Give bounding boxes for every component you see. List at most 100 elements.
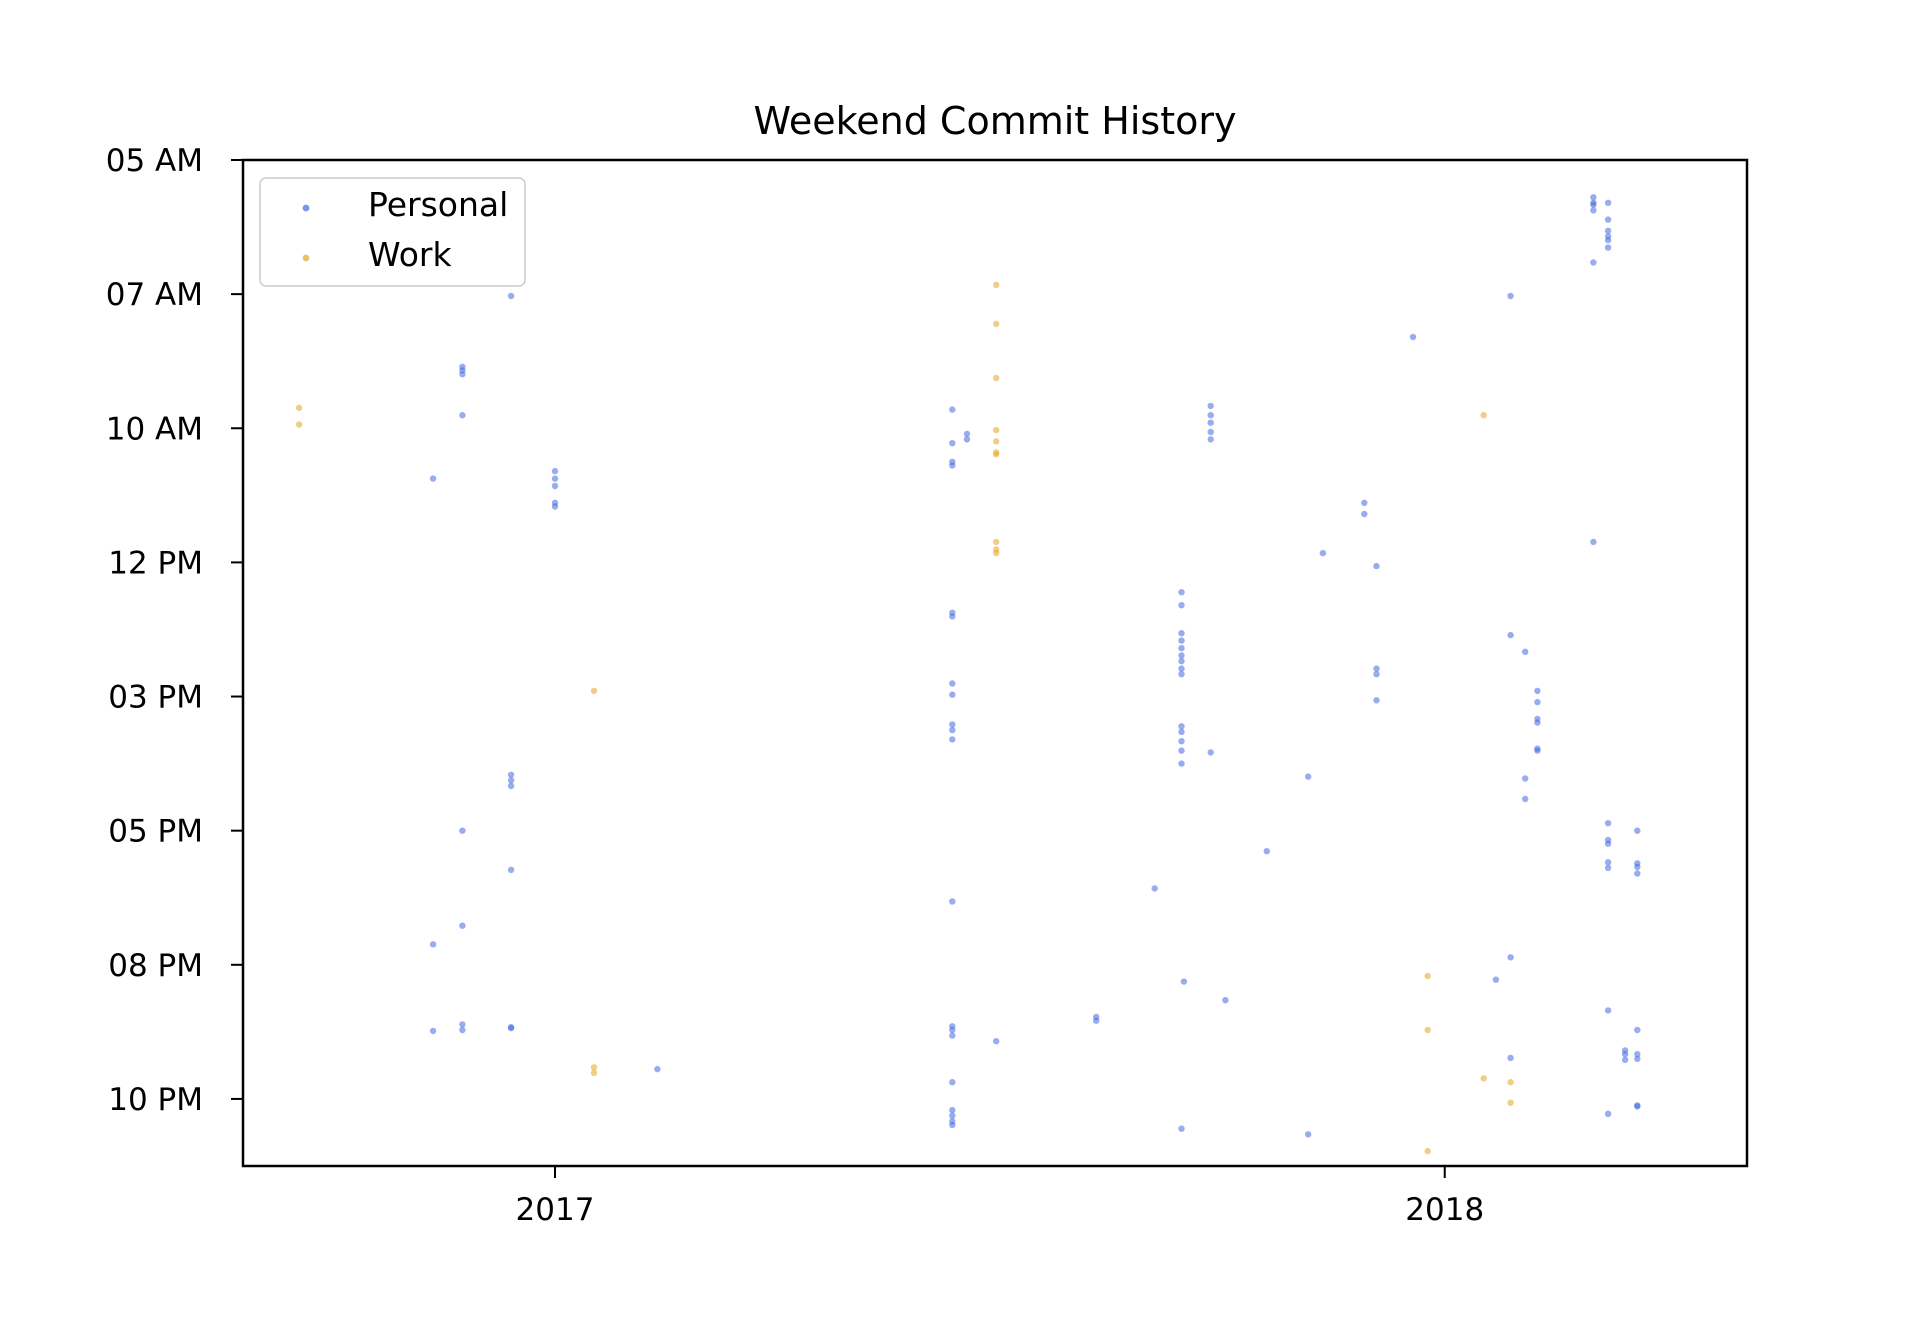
- point-work-18: [1480, 412, 1487, 419]
- point-personal-92: [1534, 687, 1541, 695]
- point-personal-115: [1604, 1007, 1612, 1014]
- point-personal-67: [1207, 412, 1214, 419]
- point-personal-44: [963, 430, 971, 438]
- point-personal-89: [1522, 648, 1529, 655]
- point-personal-80: [1373, 665, 1380, 672]
- point-personal-43: [949, 1121, 956, 1129]
- point-personal-110: [1604, 820, 1612, 827]
- point-personal-63: [1178, 760, 1185, 767]
- point-work-20: [1507, 1079, 1514, 1086]
- point-work-17: [1424, 1147, 1431, 1155]
- y-tick-label-6: 08 PM: [108, 948, 203, 984]
- point-personal-27: [949, 462, 956, 469]
- point-personal-122: [1634, 1051, 1641, 1058]
- point-personal-17: [507, 1024, 515, 1032]
- point-personal-49: [1151, 885, 1158, 892]
- chart-title: Weekend Commit History: [754, 99, 1237, 143]
- y-axis-ticks: 05 AM 07 AM 10 AM 12 PM 03 PM 05 PM 08 PM 10 PM: [106, 143, 243, 1118]
- point-personal-10: [459, 1026, 466, 1034]
- x-tick-label-0: 2017: [516, 1192, 595, 1228]
- point-work-1: [295, 421, 303, 428]
- point-personal-75: [1305, 1131, 1312, 1138]
- point-personal-78: [1361, 510, 1368, 518]
- point-personal-125: [1634, 1103, 1641, 1110]
- y-tick-label-0: 05 AM: [106, 143, 203, 179]
- point-personal-105: [1604, 216, 1612, 223]
- point-personal-95: [1534, 719, 1541, 726]
- point-personal-9: [459, 1021, 466, 1028]
- point-work-0: [295, 404, 303, 411]
- point-personal-116: [1604, 1110, 1612, 1118]
- point-personal-23: [654, 1065, 661, 1073]
- point-personal-71: [1207, 749, 1214, 756]
- legend-marker-work: [302, 254, 310, 262]
- point-work-7: [993, 374, 1000, 382]
- point-personal-39: [949, 1079, 956, 1086]
- point-personal-121: [1634, 1026, 1641, 1034]
- point-personal-48: [1093, 1017, 1100, 1024]
- point-personal-58: [1178, 671, 1185, 678]
- point-personal-70: [1207, 436, 1214, 443]
- point-personal-66: [1207, 402, 1214, 410]
- point-personal-2: [429, 1027, 437, 1035]
- point-personal-56: [1178, 657, 1185, 665]
- point-personal-88: [1507, 1054, 1514, 1062]
- point-personal-55: [1178, 652, 1185, 659]
- point-personal-7: [459, 827, 466, 834]
- legend-label-personal: Personal: [368, 185, 508, 224]
- point-personal-25: [949, 440, 956, 447]
- legend-box: [259, 177, 526, 287]
- point-personal-83: [1409, 333, 1417, 341]
- point-personal-114: [1604, 864, 1612, 872]
- point-personal-120: [1634, 870, 1641, 877]
- y-tick-label-4: 03 PM: [108, 680, 203, 716]
- point-personal-127: [1621, 1051, 1629, 1058]
- point-personal-98: [1590, 194, 1597, 201]
- point-work-4: [590, 1069, 598, 1077]
- point-personal-53: [1178, 637, 1185, 644]
- point-work-3: [590, 1064, 598, 1071]
- point-personal-24: [949, 406, 956, 413]
- point-personal-35: [949, 898, 956, 905]
- y-tick-label-2: 10 AM: [106, 411, 203, 447]
- legend-marker-personal: [302, 204, 310, 212]
- point-work-21: [1507, 1099, 1514, 1106]
- point-personal-14: [507, 782, 515, 790]
- point-personal-1: [429, 941, 437, 948]
- point-personal-81: [1373, 671, 1380, 678]
- y-tick-label-3: 12 PM: [108, 545, 203, 581]
- point-personal-117: [1634, 827, 1641, 834]
- x-tick-label-1: 2018: [1405, 1192, 1484, 1228]
- point-work-11: [993, 451, 1000, 458]
- point-personal-102: [1590, 259, 1597, 266]
- point-personal-8: [459, 922, 466, 929]
- point-personal-6: [459, 412, 466, 419]
- point-work-12: [993, 538, 1000, 546]
- point-personal-104: [1604, 199, 1612, 206]
- point-personal-109: [1604, 244, 1612, 251]
- point-personal-22: [551, 503, 559, 510]
- point-work-9: [993, 438, 1000, 445]
- point-personal-34: [949, 736, 956, 743]
- point-personal-31: [949, 691, 956, 698]
- point-personal-60: [1178, 728, 1185, 736]
- x-axis-ticks: 2017 2018: [516, 1166, 1484, 1228]
- point-personal-85: [1507, 292, 1514, 300]
- point-personal-11: [507, 292, 515, 300]
- point-personal-119: [1634, 863, 1641, 871]
- data-points: [295, 194, 1641, 1155]
- point-personal-68: [1207, 419, 1214, 426]
- point-personal-38: [949, 1032, 956, 1039]
- point-personal-101: [1590, 207, 1597, 214]
- point-personal-108: [1604, 236, 1612, 244]
- point-personal-103: [1590, 538, 1597, 546]
- point-personal-64: [1178, 1125, 1185, 1132]
- point-personal-69: [1207, 428, 1214, 436]
- point-personal-12: [507, 771, 515, 778]
- legend: Personal Work: [259, 177, 526, 287]
- point-personal-77: [1361, 499, 1368, 506]
- point-work-8: [993, 426, 1000, 434]
- point-personal-91: [1522, 795, 1529, 803]
- point-personal-97: [1534, 747, 1541, 754]
- point-personal-19: [551, 475, 559, 482]
